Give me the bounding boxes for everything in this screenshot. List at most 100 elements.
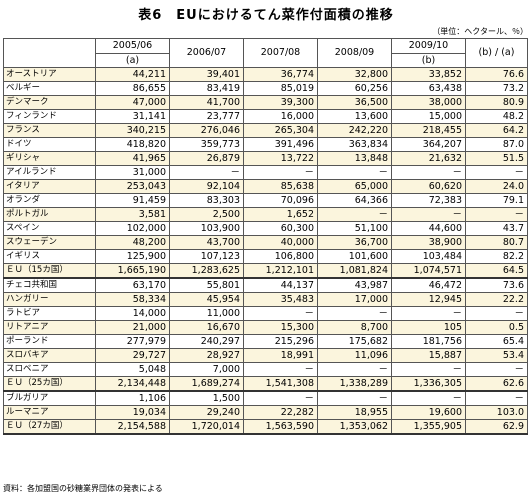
ratio-cell: 73.6: [465, 277, 528, 293]
area-cell: 2,154,588: [95, 419, 170, 435]
area-cell: 91,459: [95, 193, 170, 208]
table-row: デンマーク 47,000 41,700 39,300 36,500 38,000 80.9: [3, 95, 528, 110]
ratio-cell: －: [465, 207, 528, 222]
area-cell: 38,900: [391, 235, 466, 250]
ratio-cell: 62.9: [465, 419, 528, 435]
row-label: ルーマニア: [3, 405, 96, 420]
area-cell: 364,207: [391, 137, 466, 152]
ratio-cell: 73.2: [465, 81, 528, 96]
header-sub-a: (a): [95, 53, 170, 68]
area-cell: 12,945: [391, 292, 466, 307]
area-cell: 47,000: [95, 95, 170, 110]
area-cell: 35,483: [243, 292, 318, 307]
area-cell: 14,000: [95, 306, 170, 321]
row-label: ラトビア: [3, 306, 96, 321]
table-row: ブルガリア 1,106 1,500 －－－－: [3, 390, 528, 406]
area-cell: 175,682: [317, 334, 392, 349]
acreage-table: 2005/06 2006/07 2007/08 2008/09 2009/10 …: [3, 38, 528, 435]
area-cell: 15,887: [391, 348, 466, 363]
table-row: ベルギー 86,655 83,419 85,019 60,256 63,438 73.2: [3, 81, 528, 96]
row-label: スウェーデン: [3, 235, 96, 250]
area-cell: 363,834: [317, 137, 392, 152]
row-label: ハンガリー: [3, 292, 96, 307]
table-row: ハンガリー 58,334 45,954 35,483 17,000 12,945 22.2: [3, 292, 528, 307]
area-cell: 253,043: [95, 179, 170, 194]
area-cell: 1,074,571: [391, 263, 466, 279]
area-cell: 63,170: [95, 277, 170, 293]
ratio-cell: 80.9: [465, 95, 528, 110]
header-year-2008: 2008/09: [317, 38, 392, 68]
header-year-2007: 2007/08: [243, 38, 318, 68]
table-row: リトアニア 21,000 16,670 15,300 8,700 105 0.5: [3, 320, 528, 335]
area-cell: 276,046: [169, 123, 244, 138]
area-cell: 125,900: [95, 249, 170, 264]
area-cell: －: [317, 165, 392, 180]
header-sub-b: (b): [391, 53, 466, 68]
area-cell: 21,000: [95, 320, 170, 335]
area-cell: 106,800: [243, 249, 318, 264]
area-cell: 43,700: [169, 235, 244, 250]
area-cell: 16,000: [243, 109, 318, 124]
row-label: フランス: [3, 123, 96, 138]
area-cell: 359,773: [169, 137, 244, 152]
area-cell: 391,496: [243, 137, 318, 152]
row-label: ＥＵ（25カ国）: [3, 376, 96, 392]
ratio-cell: 24.0: [465, 179, 528, 194]
area-cell: 38,000: [391, 95, 466, 110]
area-cell: 15,300: [243, 320, 318, 335]
row-label: ＥＵ（27カ国）: [3, 419, 96, 435]
row-label: ポーランド: [3, 334, 96, 349]
area-cell: 240,297: [169, 334, 244, 349]
row-label: イギリス: [3, 249, 96, 264]
area-cell: 1,081,824: [317, 263, 392, 279]
area-cell: 418,820: [95, 137, 170, 152]
area-cell: 44,600: [391, 221, 466, 236]
area-cell: 1,336,305: [391, 376, 466, 392]
ratio-cell: 53.4: [465, 348, 528, 363]
area-cell: 51,100: [317, 221, 392, 236]
ratio-cell: 87.0: [465, 137, 528, 152]
area-cell: 103,900: [169, 221, 244, 236]
table-row: スペイン 102,000 103,900 60,300 51,100 44,600 43.7: [3, 221, 528, 236]
area-cell: 83,303: [169, 193, 244, 208]
area-cell: 1,283,625: [169, 263, 244, 279]
row-label: ブルガリア: [3, 390, 96, 406]
row-label: スロバキア: [3, 348, 96, 363]
ratio-cell: 51.5: [465, 151, 528, 166]
area-cell: 1,355,905: [391, 419, 466, 435]
table-row: ポーランド 277,979 240,297 215,296 175,682 181,756…: [3, 334, 528, 349]
area-cell: 101,600: [317, 249, 392, 264]
area-cell: 277,979: [95, 334, 170, 349]
area-cell: 1,106: [95, 390, 170, 406]
area-cell: 39,300: [243, 95, 318, 110]
area-cell: 41,965: [95, 151, 170, 166]
area-cell: －: [243, 165, 318, 180]
ratio-cell: －: [465, 362, 528, 377]
area-cell: 265,304: [243, 123, 318, 138]
area-cell: 39,401: [169, 67, 244, 82]
area-cell: 70,096: [243, 193, 318, 208]
area-cell: －: [243, 390, 318, 406]
area-cell: 86,655: [95, 81, 170, 96]
ratio-cell: 79.1: [465, 193, 528, 208]
header-year-2005: 2005/06: [95, 38, 170, 54]
area-cell: 1,500: [169, 390, 244, 406]
area-cell: 36,500: [317, 95, 392, 110]
area-cell: 58,334: [95, 292, 170, 307]
table-row-total: ＥＵ（27カ国） 2,154,588 1,720,014 1,563,590 1,353…: [3, 419, 528, 435]
area-cell: 92,104: [169, 179, 244, 194]
area-cell: 107,123: [169, 249, 244, 264]
area-cell: －: [317, 306, 392, 321]
area-cell: 103,484: [391, 249, 466, 264]
area-cell: 242,220: [317, 123, 392, 138]
area-cell: －: [243, 362, 318, 377]
table-row: イタリア 253,043 92,104 85,638 65,000 60,620 24.0: [3, 179, 528, 194]
area-cell: 36,774: [243, 67, 318, 82]
ratio-cell: 62.6: [465, 376, 528, 392]
ratio-cell: 82.2: [465, 249, 528, 264]
unit-note: （単位：ヘクタール、％）: [432, 27, 528, 36]
row-label: ベルギー: [3, 81, 96, 96]
area-cell: 2,500: [169, 207, 244, 222]
area-cell: 1,541,308: [243, 376, 318, 392]
area-cell: －: [169, 165, 244, 180]
